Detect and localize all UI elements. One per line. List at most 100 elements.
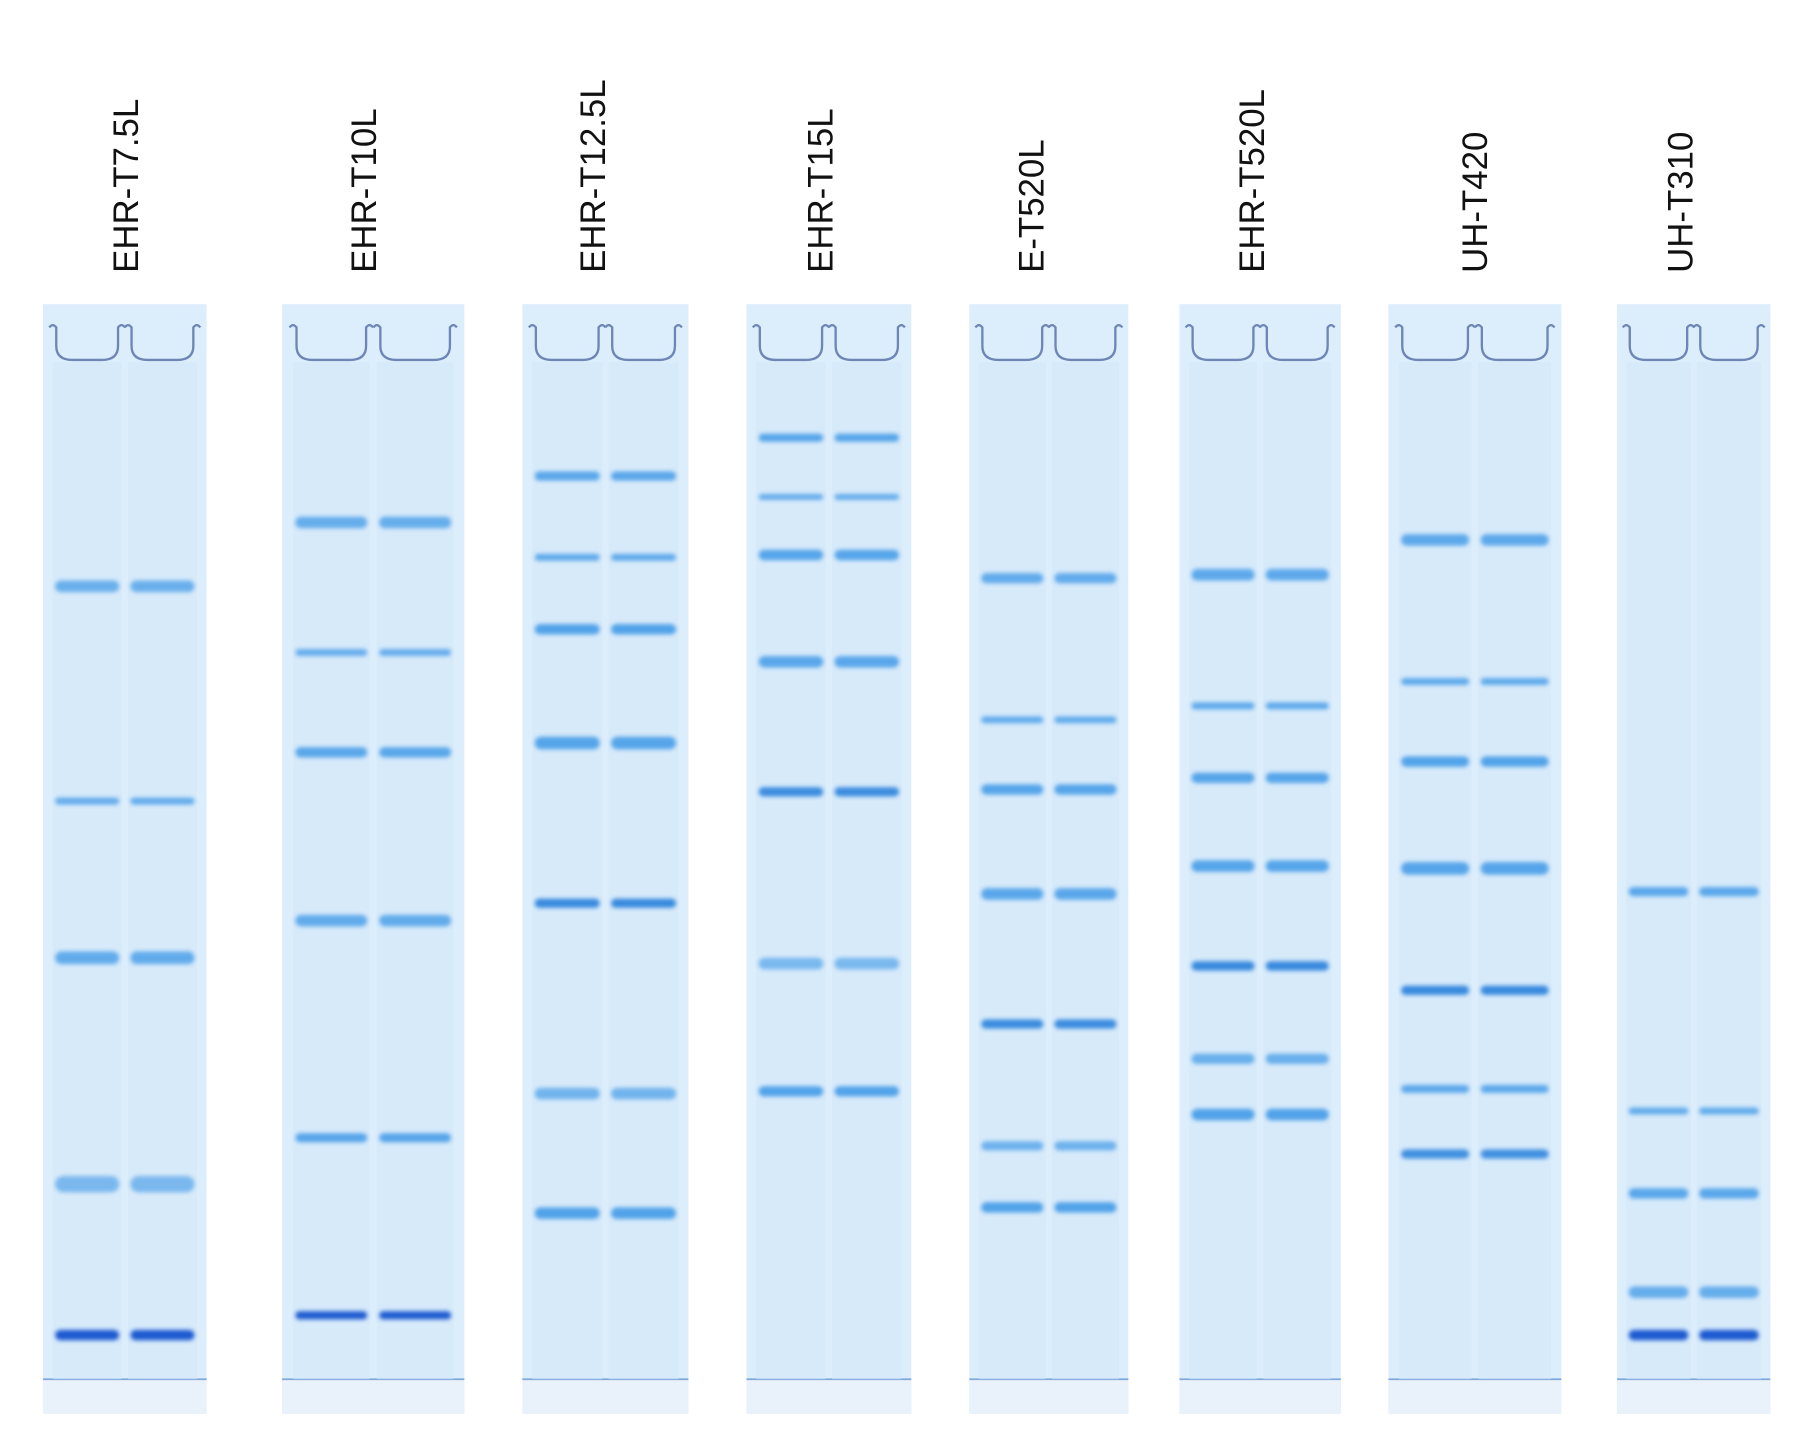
band — [379, 747, 452, 758]
well — [827, 323, 906, 362]
lane — [978, 362, 1046, 1380]
band — [1401, 678, 1470, 685]
gel: UH-T310 — [1617, 132, 1771, 1415]
band — [1480, 756, 1549, 767]
band — [758, 1086, 824, 1097]
lane-label: UH-T420 — [1456, 132, 1495, 273]
band — [379, 516, 452, 529]
lane — [832, 362, 902, 1380]
band — [1628, 1329, 1689, 1341]
band — [130, 580, 195, 593]
band — [1401, 1084, 1470, 1094]
band — [834, 549, 900, 561]
band — [611, 471, 677, 481]
band — [1265, 702, 1329, 710]
band — [611, 1207, 677, 1219]
well — [288, 323, 374, 362]
band — [611, 898, 677, 908]
gel: EHR-T12.5L — [522, 79, 689, 1415]
lane-label: EHR-T12.5L — [574, 79, 613, 272]
gel-foot — [522, 1379, 689, 1415]
well — [372, 323, 458, 362]
well — [751, 323, 830, 362]
band — [1054, 572, 1117, 584]
band — [1628, 1286, 1689, 1298]
band — [1265, 1053, 1329, 1065]
band — [55, 951, 120, 965]
band — [379, 649, 452, 656]
well — [527, 323, 607, 362]
band — [130, 951, 195, 965]
band — [295, 747, 368, 758]
gel-foot — [1617, 1379, 1771, 1415]
band — [1480, 985, 1549, 995]
lane — [376, 362, 454, 1380]
band — [1191, 568, 1255, 581]
gel-foot — [969, 1379, 1129, 1415]
band — [981, 784, 1044, 795]
lane — [1052, 362, 1119, 1380]
band — [758, 787, 824, 797]
lane-label: EHR-T520L — [1233, 89, 1272, 273]
band — [1401, 985, 1470, 995]
band — [55, 1176, 120, 1193]
lane — [128, 362, 197, 1380]
band — [1054, 716, 1117, 724]
band — [295, 1133, 368, 1143]
band — [834, 494, 900, 500]
band — [758, 655, 824, 668]
well — [1047, 323, 1124, 362]
band — [130, 1176, 195, 1193]
band — [611, 624, 677, 635]
gel: E-T520L — [969, 139, 1129, 1415]
band — [758, 549, 824, 561]
gel: EHR-T7.5L — [42, 99, 207, 1415]
band — [1628, 1188, 1689, 1199]
band — [379, 1133, 452, 1143]
gel: EHR-T10L — [282, 108, 465, 1415]
band — [534, 553, 600, 561]
band — [55, 580, 120, 593]
band — [611, 736, 677, 750]
band — [834, 787, 900, 797]
band — [834, 655, 900, 668]
band — [55, 1329, 120, 1341]
band — [534, 471, 600, 481]
well — [1394, 323, 1476, 362]
band — [1401, 862, 1470, 875]
lane — [293, 362, 370, 1380]
gel-foot — [1179, 1379, 1341, 1415]
lane-label: EHR-T10L — [345, 108, 384, 272]
band — [1699, 1107, 1759, 1115]
band — [1699, 886, 1759, 897]
band — [1054, 1202, 1117, 1213]
band — [758, 957, 824, 970]
band — [1699, 1286, 1759, 1298]
well — [1621, 323, 1696, 362]
gel: EHR-T520L — [1179, 89, 1341, 1415]
lane-label: EHR-T15L — [801, 108, 840, 272]
band — [1699, 1188, 1759, 1199]
band — [1480, 1149, 1549, 1159]
lane — [1626, 362, 1691, 1380]
band — [534, 1087, 600, 1100]
band — [1191, 860, 1255, 872]
band — [1480, 862, 1549, 875]
band — [1054, 784, 1117, 795]
band — [1401, 1149, 1470, 1159]
band — [1054, 1141, 1117, 1151]
band — [1054, 888, 1117, 900]
gel-foot — [42, 1379, 207, 1415]
band — [981, 1141, 1044, 1151]
lane — [1696, 362, 1762, 1380]
band — [1191, 961, 1255, 971]
band — [534, 1207, 600, 1219]
lane-label: E-T520L — [1013, 139, 1052, 273]
band — [1191, 772, 1255, 784]
band — [758, 433, 824, 442]
band — [295, 914, 368, 927]
band — [981, 572, 1044, 584]
band — [1480, 534, 1549, 546]
lane — [532, 362, 603, 1380]
